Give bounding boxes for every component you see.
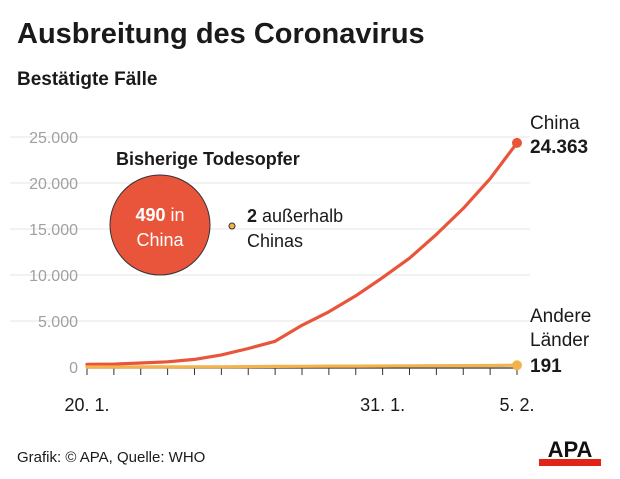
deaths-outside-text-a: außerhalb [262, 206, 343, 226]
y-tick-label: 20.000 [29, 176, 78, 193]
y-tick-label: 15.000 [29, 222, 78, 239]
y-tick-label: 10.000 [29, 268, 78, 285]
other-end-label-b: Länder [530, 330, 590, 351]
x-tick-label: 5. 2. [499, 395, 534, 415]
deaths-china-line1: 490 in [135, 205, 184, 225]
y-tick-label: 25.000 [29, 130, 78, 147]
y-tick-label: 0 [69, 360, 78, 377]
deaths-outside-line1: 2 außerhalb [247, 206, 343, 226]
deaths-china-text-b: China [136, 230, 184, 250]
apa-logo-bar [539, 459, 601, 466]
deaths-outside-dot [228, 222, 236, 230]
deaths-china-count: 490 [135, 205, 165, 225]
deaths-china-bubble [109, 174, 211, 276]
apa-logo-text: APA [548, 438, 593, 462]
other-series-line [85, 363, 519, 369]
china-series-line [85, 141, 519, 366]
source-credit: Grafik: © APA, Quelle: WHO [17, 449, 206, 466]
deaths-china-text-a: in [171, 205, 185, 225]
chart-title: Ausbreitung des Coronavirus [17, 18, 425, 50]
china-end-label: China [530, 113, 580, 134]
other-end-value: 191 [530, 356, 562, 377]
y-tick-label: 5.000 [38, 314, 78, 331]
chart-subtitle: Bestätigte Fälle [17, 69, 158, 90]
deaths-outside-text-b: Chinas [247, 231, 303, 251]
china-end-value: 24.363 [530, 137, 588, 158]
apa-logo: APA [539, 438, 601, 466]
other-end-point [512, 360, 522, 371]
china-end-point [512, 137, 522, 148]
other-end-label-a: Andere [530, 306, 591, 327]
x-tick-label: 31. 1. [360, 395, 405, 415]
deaths-outside-count: 2 [247, 206, 257, 226]
deaths-heading: Bisherige Todesopfer [116, 149, 300, 169]
x-tick-label: 20. 1. [64, 395, 109, 415]
